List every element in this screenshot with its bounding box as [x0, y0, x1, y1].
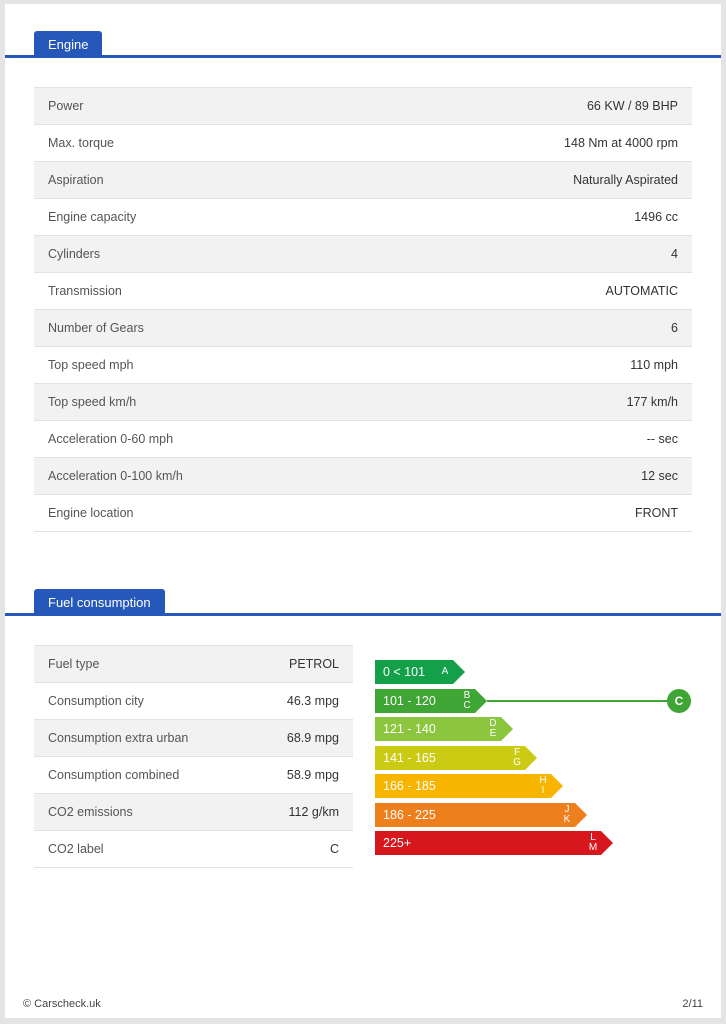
engine-spec-row-label: Max. torque — [48, 136, 115, 150]
fuel-section-tab: Fuel consumption — [34, 589, 165, 616]
co2-band-letters: A — [441, 666, 449, 677]
engine-spec-row-label: Acceleration 0-100 km/h — [48, 469, 183, 483]
engine-spec-row-label: Top speed km/h — [48, 395, 137, 409]
co2-band-range: 166 - 185 — [383, 779, 436, 793]
co2-band-letters: L M — [588, 832, 598, 853]
engine-spec-row-value: 177 km/h — [626, 395, 678, 409]
fuel-spec-row-value: PETROL — [288, 657, 339, 671]
footer-copyright: © Carscheck.uk — [23, 998, 101, 1010]
fuel-spec-row-value: 68.9 mpg — [286, 731, 339, 745]
fuel-spec-row-value: 112 g/km — [288, 805, 340, 819]
engine-spec-row-label: Top speed mph — [48, 358, 134, 372]
engine-spec-row-value: 66 KW / 89 BHP — [586, 99, 678, 113]
engine-spec-row-label: Power — [48, 99, 84, 113]
co2-band: 141 - 165 F G — [375, 746, 537, 770]
fuel-spec-row: Fuel type PETROL — [34, 645, 353, 683]
co2-band-letters: D E — [489, 718, 497, 739]
co2-band: 186 - 225 J K — [375, 803, 587, 827]
co2-band-letters: F G — [513, 747, 521, 768]
fuel-spec-row-value: 46.3 mpg — [286, 694, 339, 708]
engine-spec-row: Top speed km/h 177 km/h — [34, 384, 692, 421]
engine-spec-row-label: Cylinders — [48, 247, 101, 261]
engine-section-rule — [5, 55, 721, 58]
fuel-spec-row: Consumption city 46.3 mpg — [34, 683, 353, 720]
document-page: Engine Power 66 KW / 89 BHP Max. torque 148… — [5, 4, 721, 1018]
fuel-spec-row-label: Consumption city — [48, 694, 144, 708]
engine-spec-row: Max. torque 148 Nm at 4000 rpm — [34, 125, 692, 162]
fuel-spec-row: CO2 emissions 112 g/km — [34, 794, 353, 831]
engine-spec-row-value: 12 sec — [641, 469, 678, 483]
fuel-table: Fuel type PETROL Consumption city 46.3 mpg C… — [34, 645, 353, 868]
engine-spec-row-value: 6 — [671, 321, 678, 335]
co2-band: 101 - 120 B C — [375, 689, 487, 713]
fuel-spec-row-value: 58.9 mpg — [286, 768, 339, 782]
fuel-section-rule — [5, 613, 721, 616]
co2-band-letters: H I — [539, 775, 547, 796]
fuel-spec-row-label: Consumption extra urban — [48, 731, 189, 745]
engine-spec-row-label: Engine capacity — [48, 210, 137, 224]
fuel-spec-row: Consumption extra urban 68.9 mpg — [34, 720, 353, 757]
engine-spec-row-value: 1496 cc — [634, 210, 678, 224]
co2-band: 166 - 185 H I — [375, 774, 563, 798]
engine-spec-row: Engine capacity 1496 cc — [34, 199, 692, 236]
co2-band-arrow-tip — [453, 660, 465, 684]
engine-spec-row: Cylinders 4 — [34, 236, 692, 273]
fuel-spec-row-label: Consumption combined — [48, 768, 180, 782]
co2-band-range: 186 - 225 — [383, 808, 436, 822]
engine-spec-row-value: 148 Nm at 4000 rpm — [564, 136, 678, 150]
co2-band-arrow-tip — [525, 746, 537, 770]
fuel-spec-row-label: CO2 emissions — [48, 805, 133, 819]
co2-band: 0 < 101 A — [375, 660, 465, 684]
engine-spec-row-value: Naturally Aspirated — [573, 173, 678, 187]
engine-spec-row: Engine location FRONT — [34, 495, 692, 532]
fuel-spec-row-label: Fuel type — [48, 657, 100, 671]
co2-band-range: 0 < 101 — [383, 665, 426, 679]
co2-band-letters: B C — [463, 690, 471, 711]
co2-band-arrow-tip — [475, 689, 487, 713]
engine-spec-row: Power 66 KW / 89 BHP — [34, 87, 692, 125]
co2-band-range: 141 - 165 — [383, 751, 436, 765]
engine-spec-row: Acceleration 0-100 km/h 12 sec — [34, 458, 692, 495]
engine-spec-row: Transmission AUTOMATIC — [34, 273, 692, 310]
co2-band-arrow-tip — [601, 831, 613, 855]
footer-page-number: 2/11 — [682, 998, 703, 1010]
fuel-spec-row-label: CO2 label — [48, 842, 104, 856]
engine-section-tab: Engine — [34, 31, 103, 58]
fuel-spec-row-value: C — [329, 842, 339, 856]
co2-band: 121 - 140 D E — [375, 717, 513, 741]
co2-band-arrow-tip — [501, 717, 513, 741]
co2-band: 225+ L M — [375, 831, 613, 855]
co2-energy-label: 0 < 101 A 101 - 120 B C 121 - 140 D E 141 - 16… — [375, 660, 695, 860]
co2-band-range: 101 - 120 — [383, 694, 436, 708]
engine-spec-row: Acceleration 0-60 mph -- sec — [34, 421, 692, 458]
engine-spec-row-value: AUTOMATIC — [605, 284, 678, 298]
engine-spec-row-label: Aspiration — [48, 173, 104, 187]
engine-spec-row-label: Transmission — [48, 284, 122, 298]
fuel-spec-row: Consumption combined 58.9 mpg — [34, 757, 353, 794]
fuel-spec-row: CO2 label C — [34, 831, 353, 868]
co2-band-arrow-tip — [551, 774, 563, 798]
engine-spec-row-value: 110 mph — [630, 358, 678, 372]
co2-band-letters: J K — [563, 804, 571, 825]
engine-table: Power 66 KW / 89 BHP Max. torque 148 Nm at … — [34, 87, 692, 532]
engine-spec-row: Aspiration Naturally Aspirated — [34, 162, 692, 199]
engine-spec-row-value: -- sec — [646, 432, 678, 446]
co2-indicator-line — [487, 700, 681, 702]
co2-band-arrow-tip — [575, 803, 587, 827]
co2-band-range: 225+ — [383, 836, 412, 850]
co2-current-label-badge: C — [667, 689, 691, 713]
engine-spec-row-value: FRONT — [634, 506, 678, 520]
engine-spec-row-label: Engine location — [48, 506, 134, 520]
engine-spec-row-label: Number of Gears — [48, 321, 144, 335]
engine-spec-row-value: 4 — [671, 247, 678, 261]
co2-band-range: 121 - 140 — [383, 722, 436, 736]
engine-spec-row: Top speed mph 110 mph — [34, 347, 692, 384]
engine-spec-row: Number of Gears 6 — [34, 310, 692, 347]
engine-spec-row-label: Acceleration 0-60 mph — [48, 432, 174, 446]
